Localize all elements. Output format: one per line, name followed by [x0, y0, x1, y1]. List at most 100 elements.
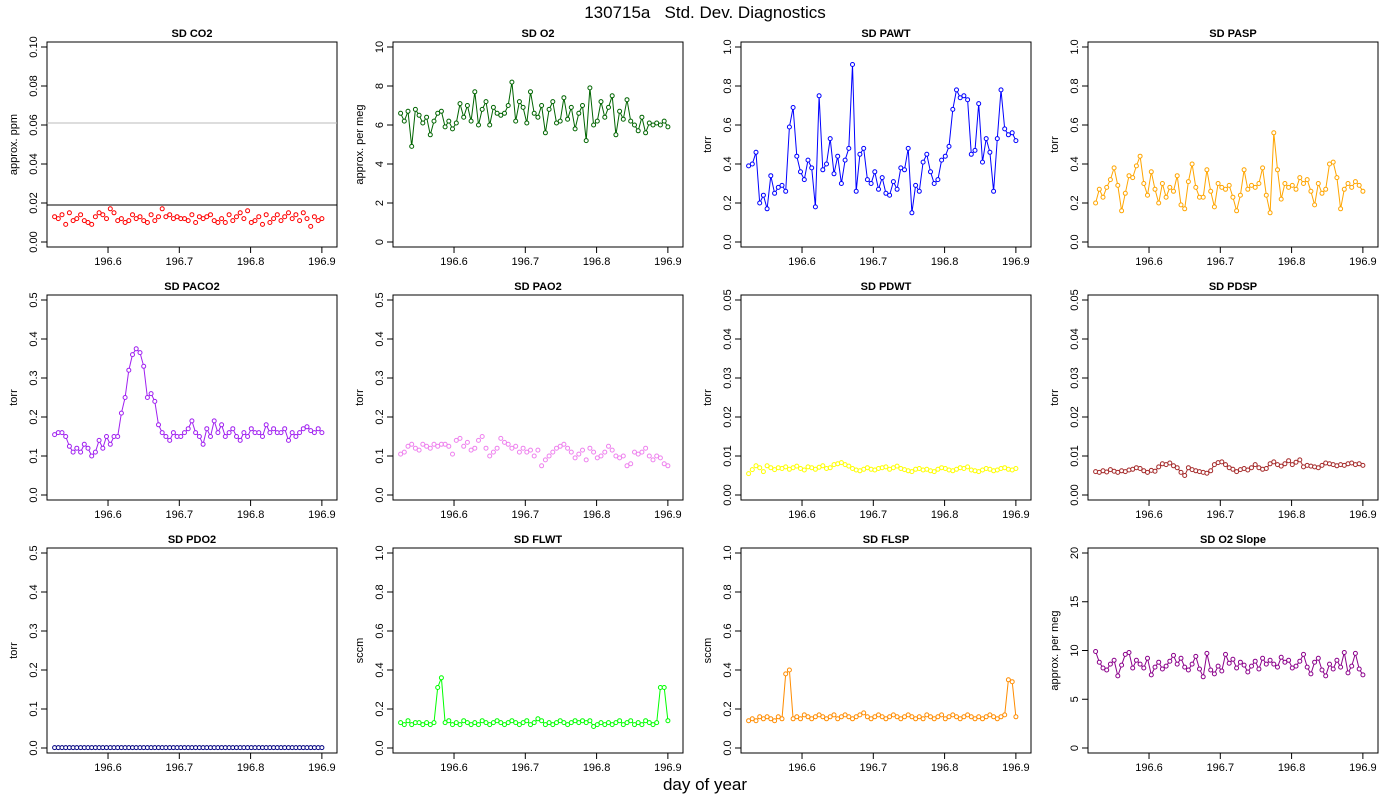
- data-point: [219, 216, 225, 222]
- data-point: [594, 722, 600, 728]
- data-point: [632, 122, 637, 128]
- data-point: [472, 89, 478, 95]
- data-point: [115, 434, 121, 439]
- x-tick-label: 196.6: [440, 762, 468, 774]
- data-point: [182, 216, 187, 222]
- data-point: [916, 714, 922, 720]
- data-point: [554, 720, 559, 726]
- y-tick-label: 0.0: [1069, 234, 1081, 249]
- data-point: [1297, 175, 1303, 181]
- data-point: [746, 471, 752, 477]
- data-point: [461, 718, 467, 724]
- data-point: [1133, 657, 1139, 663]
- data-point: [401, 449, 407, 455]
- data-point: [311, 430, 317, 436]
- data-point: [783, 671, 789, 677]
- data-point: [1111, 657, 1117, 663]
- x-tick-label: 196.7: [860, 762, 888, 774]
- y-axis-label: approx. ppm: [8, 114, 20, 175]
- data-point: [557, 443, 563, 449]
- data-point: [935, 714, 941, 720]
- data-point: [824, 161, 829, 167]
- y-tick-label: 0.0: [28, 487, 40, 502]
- y-tick-label: 0.0: [722, 234, 734, 249]
- x-tick-label: 196.8: [583, 256, 611, 268]
- data-point: [857, 151, 863, 157]
- data-point: [546, 453, 552, 459]
- data-point: [542, 130, 548, 136]
- data-point: [472, 720, 478, 726]
- data-point: [237, 437, 243, 443]
- data-point: [894, 186, 900, 192]
- data-point: [1308, 671, 1314, 677]
- data-point: [920, 159, 926, 165]
- data-point: [535, 114, 541, 120]
- x-tick-label: 196.9: [1349, 509, 1377, 521]
- data-point: [643, 130, 649, 136]
- data-point: [211, 418, 217, 424]
- data-point: [890, 179, 896, 185]
- data-point: [1182, 664, 1188, 670]
- data-point: [1133, 163, 1139, 169]
- y-tick-label: 1.0: [1069, 39, 1081, 54]
- data-point: [204, 426, 210, 432]
- data-point: [104, 434, 109, 439]
- y-tick-label: 0.08: [28, 75, 40, 96]
- data-point: [156, 422, 161, 428]
- y-tick-label: 0.01: [1069, 445, 1081, 466]
- data-point: [427, 132, 433, 138]
- data-point: [968, 714, 974, 720]
- plot-frame: [740, 41, 1032, 248]
- data-point: [416, 447, 422, 453]
- data-point: [909, 714, 915, 720]
- data-point: [409, 143, 415, 149]
- data-point: [531, 110, 537, 116]
- series-line: [1095, 132, 1364, 213]
- data-point: [654, 453, 660, 459]
- x-tick-label: 196.9: [308, 509, 336, 521]
- data-point: [909, 469, 915, 475]
- y-tick-label: 0.2: [1069, 195, 1081, 210]
- data-point: [159, 206, 165, 212]
- data-point: [1323, 186, 1329, 192]
- data-point: [998, 714, 1004, 720]
- x-tick-label: 196.7: [166, 509, 194, 521]
- data-point: [1286, 184, 1292, 190]
- data-point: [1319, 462, 1325, 468]
- data-point: [1096, 659, 1102, 665]
- data-point: [1341, 186, 1347, 192]
- data-point: [983, 136, 989, 142]
- data-point: [1226, 660, 1232, 666]
- data-point: [991, 714, 997, 720]
- data-point: [248, 220, 254, 225]
- data-point: [868, 181, 874, 186]
- data-point: [835, 716, 841, 722]
- data-point: [768, 173, 774, 179]
- data-point: [650, 457, 656, 463]
- data-point: [812, 466, 818, 472]
- data-point: [617, 455, 623, 461]
- data-point: [879, 714, 885, 720]
- data-point: [1152, 468, 1158, 474]
- data-point: [513, 720, 519, 726]
- data-point: [1267, 657, 1273, 663]
- data-point: [1115, 182, 1121, 188]
- data-point: [85, 220, 91, 225]
- data-point: [1360, 462, 1366, 468]
- data-point: [278, 430, 284, 436]
- data-point: [1341, 650, 1347, 655]
- data-point: [954, 714, 959, 720]
- data-point: [746, 718, 752, 724]
- data-point: [1156, 659, 1162, 665]
- x-tick-label: 196.7: [1207, 509, 1235, 521]
- data-point: [1252, 184, 1258, 190]
- data-point: [1327, 661, 1332, 667]
- data-point: [1200, 674, 1206, 680]
- x-tick-label: 196.8: [237, 256, 265, 268]
- data-point: [297, 218, 303, 224]
- data-point: [1167, 184, 1173, 190]
- data-point: [1163, 663, 1169, 669]
- data-point: [798, 716, 803, 722]
- data-point: [957, 716, 963, 722]
- data-point: [827, 714, 833, 720]
